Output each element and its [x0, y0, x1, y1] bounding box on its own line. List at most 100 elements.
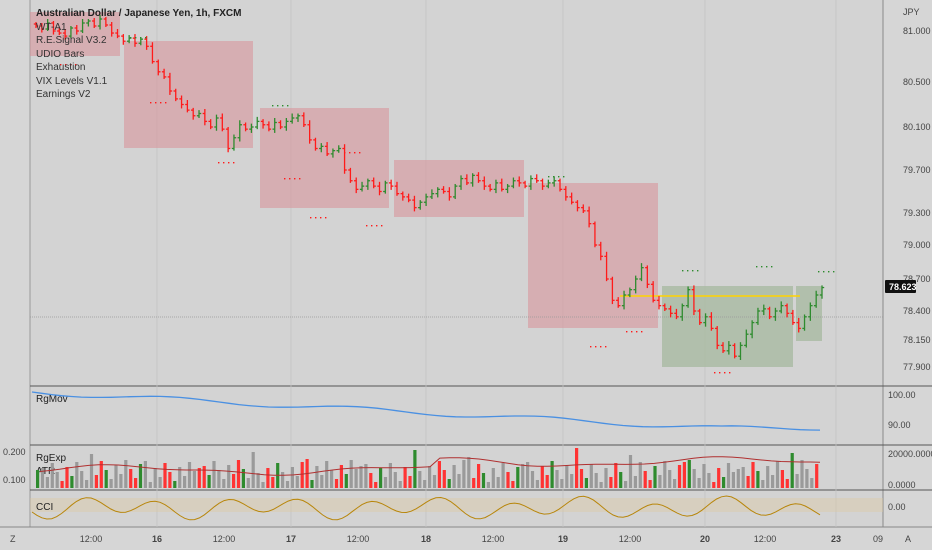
rgexp-bar	[187, 462, 192, 488]
time-axis[interactable]: 12:00 16 12:00 17 12:00 18 12:00 19 12:00 20 12:00…	[80, 534, 883, 544]
rgexp-bar	[261, 482, 265, 488]
rgexp-bar	[751, 462, 755, 488]
rgexp-left-tick: 0.200	[3, 447, 26, 457]
signal-dot	[289, 178, 291, 180]
auto-scale-toggle-icon[interactable]: A	[905, 534, 911, 544]
session-box	[260, 108, 389, 208]
rgexp-label: RgExp	[36, 453, 66, 464]
rgexp-bar	[452, 465, 456, 488]
time-tick: 09	[873, 534, 883, 544]
signal-dot	[729, 372, 731, 374]
rgexp-bar	[682, 462, 686, 488]
rgexp-right-tick: 0.0000	[888, 480, 916, 490]
signal-dot	[150, 102, 152, 104]
price-axis[interactable]: 81.000 80.500 80.100 79.700 79.300 79.000 78.7…	[903, 26, 931, 372]
signal-dot	[376, 225, 378, 227]
rgexp-bar	[124, 460, 128, 488]
rgexp-bar	[550, 461, 554, 488]
rgexp-bar	[472, 478, 476, 488]
rgexp-bar	[148, 482, 152, 488]
signal-dot	[761, 266, 763, 268]
rgexp-bar	[496, 477, 500, 488]
currency-label: JPY	[903, 7, 920, 17]
rgexp-bar	[246, 478, 250, 488]
rgexp-bar	[65, 467, 69, 488]
rgexp-bar	[295, 476, 299, 488]
rgexp-bar	[736, 469, 740, 488]
price-tick: 79.000	[903, 240, 931, 250]
signal-dot	[140, 37, 142, 39]
atr-label: ATR	[36, 466, 55, 477]
price-tick: 79.300	[903, 208, 931, 218]
signal-dot	[595, 346, 597, 348]
rgexp-bar	[173, 481, 177, 488]
rgexp-bar	[604, 468, 608, 488]
rgexp-bar	[36, 470, 40, 488]
rgexp-bar	[653, 466, 657, 488]
signal-dot	[553, 176, 555, 178]
rgexp-bar	[222, 479, 226, 488]
rgexp-bar	[383, 477, 388, 488]
rgexp-bar	[432, 475, 437, 488]
signal-dot	[558, 176, 560, 178]
signal-dot	[223, 162, 225, 164]
session-box	[528, 183, 658, 328]
signal-dot	[165, 102, 167, 104]
signal-dot	[277, 105, 279, 107]
signal-dot	[315, 217, 317, 219]
time-tick: 12:00	[347, 534, 370, 544]
rgexp-bar	[810, 478, 814, 488]
rgexp-bar	[413, 450, 417, 488]
signal-dot	[381, 225, 383, 227]
rgexp-bar	[393, 472, 397, 488]
signal-dot	[160, 102, 162, 104]
rgexp-bar	[104, 470, 108, 488]
signal-dot	[366, 225, 368, 227]
signal-dot	[697, 270, 699, 272]
rgexp-bar	[423, 480, 427, 488]
rgexp-bar	[207, 475, 211, 488]
signal-dot	[310, 217, 312, 219]
rgexp-bar	[575, 448, 579, 488]
signal-dot	[354, 152, 356, 154]
last-price-value: 78.623	[889, 282, 917, 292]
rgmov-tick: 90.00	[888, 420, 911, 430]
rgexp-bar	[138, 464, 143, 488]
cci-label: CCI	[36, 502, 53, 513]
rgexp-bar	[594, 473, 598, 488]
rgexp-bar	[638, 462, 642, 488]
rgexp-bar	[624, 481, 628, 488]
rgexp-bar	[687, 460, 691, 488]
price-tick: 81.000	[903, 26, 931, 36]
rgexp-bar	[50, 463, 54, 488]
rgexp-bar	[481, 473, 486, 488]
rgexp-bar	[766, 466, 770, 488]
rgexp-bar	[281, 472, 285, 488]
timezone-toggle-icon[interactable]: Z	[10, 534, 16, 544]
signal-dot	[272, 105, 274, 107]
rgexp-bar	[501, 463, 505, 488]
rgexp-bar	[290, 467, 294, 488]
rgexp-bar	[236, 460, 241, 488]
rgexp-bar	[143, 461, 147, 488]
signal-dot	[590, 346, 592, 348]
time-tick: 12:00	[754, 534, 777, 544]
rgexp-bar	[584, 478, 588, 488]
rgexp-bar	[643, 471, 647, 488]
rgexp-bar	[589, 464, 593, 488]
signal-dot	[818, 271, 820, 273]
rgexp-bar	[741, 467, 745, 488]
rgexp-bar	[60, 481, 64, 488]
signal-dot	[719, 372, 721, 374]
signal-dot	[766, 266, 768, 268]
rgexp-bar	[565, 465, 569, 488]
price-tick: 80.500	[903, 77, 931, 87]
rgexp-bar	[457, 474, 461, 488]
cci-line	[31, 495, 821, 521]
rgexp-bar	[663, 461, 667, 488]
signal-dot	[70, 64, 72, 66]
rgexp-bar	[202, 466, 206, 488]
rgexp-bar	[364, 464, 368, 488]
